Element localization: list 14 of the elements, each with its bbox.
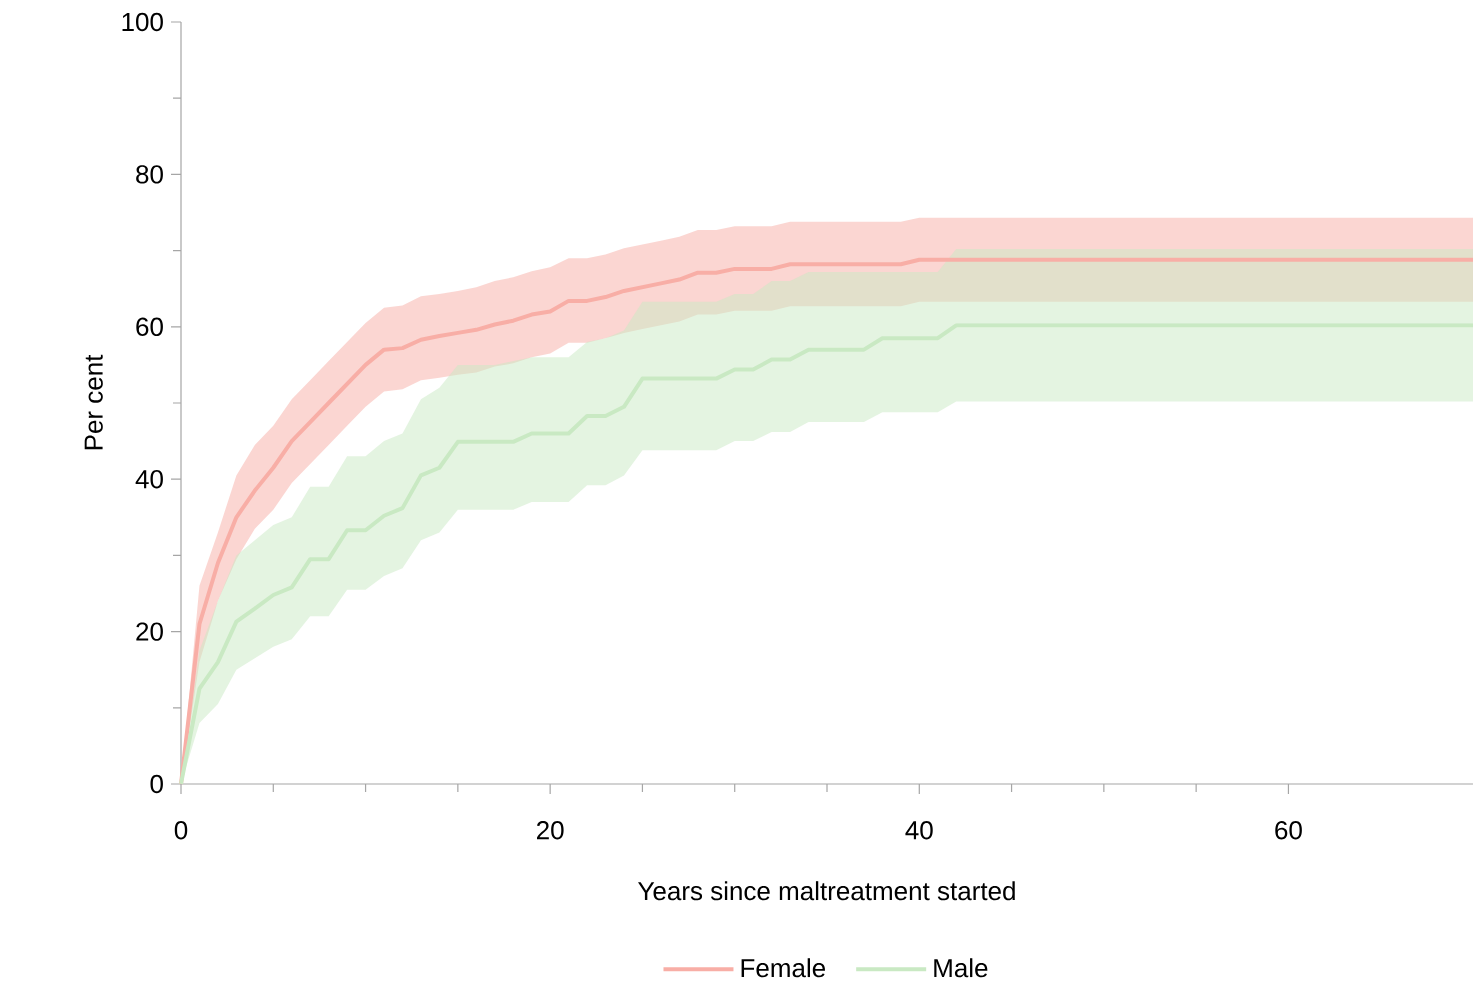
x-tick-label: 0	[174, 821, 188, 840]
y-tick-label: 40	[135, 469, 163, 489]
legend-label: Female	[741, 958, 825, 978]
x-tick-label: 40	[905, 821, 933, 840]
x-tick-label: 60	[1275, 821, 1302, 840]
y-tick-label: 20	[136, 622, 163, 641]
y-tick-label: 60	[136, 317, 163, 336]
legend-label: Male	[934, 958, 988, 978]
y-tick-label: 100	[122, 12, 163, 32]
y-tick-label: 80	[136, 165, 163, 184]
y-tick-label: 0	[150, 774, 163, 794]
y-axis-title: Per cent	[84, 354, 103, 450]
x-tick-label: 20	[537, 821, 564, 840]
x-axis-title: Years since maltreatment started	[638, 881, 1015, 901]
